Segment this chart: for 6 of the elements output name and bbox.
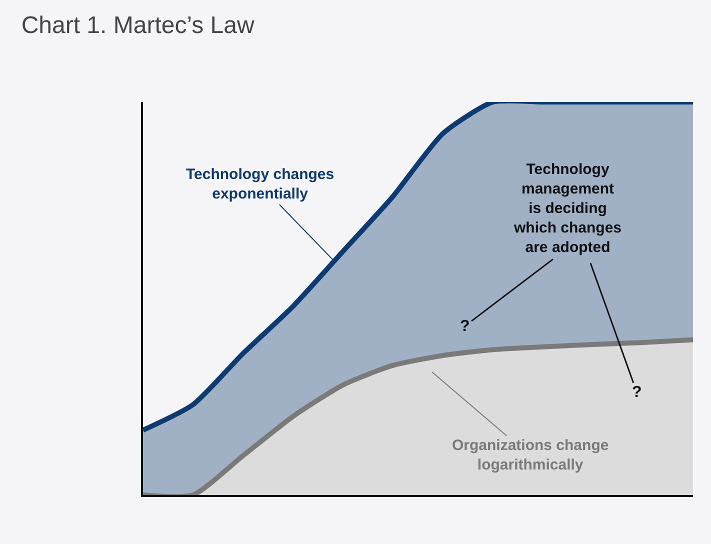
- series-label: Organizations change logarithmically: [452, 437, 609, 474]
- annotation: ?: [632, 384, 642, 401]
- annotation: Technology management is deciding which changes are adopted: [513, 161, 622, 256]
- text: Technology changes exponentially: [186, 166, 334, 202]
- annotation: ?: [460, 318, 470, 335]
- chart-title: Chart 1. Martec’s Law: [21, 12, 255, 40]
